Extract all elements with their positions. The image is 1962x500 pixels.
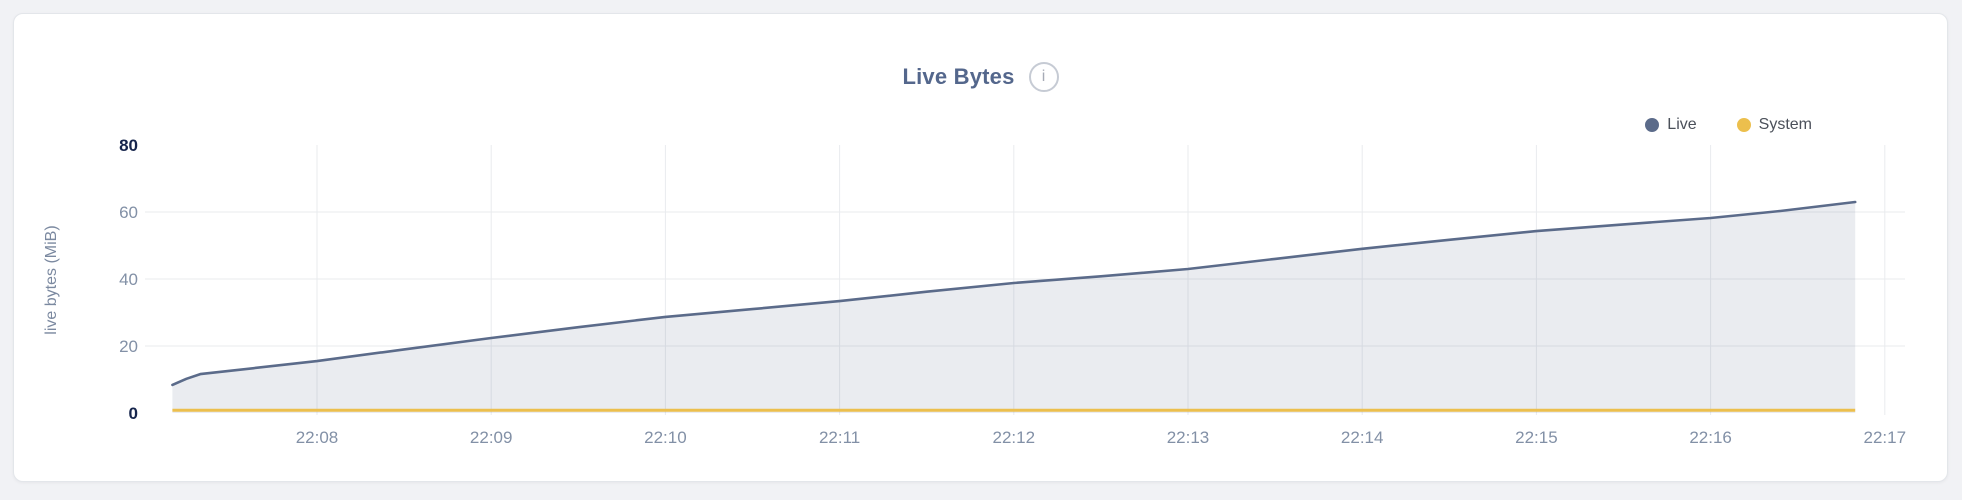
y-tick-label: 40	[119, 270, 138, 289]
live-line	[171, 200, 1857, 387]
legend-label: System	[1758, 116, 1812, 133]
legend-item-live[interactable]: Live	[1645, 116, 1697, 134]
legend-dot	[1645, 118, 1660, 132]
y-tick-label: 60	[119, 203, 138, 222]
info-icon[interactable]: i	[1028, 62, 1059, 92]
y-tick-label: 20	[119, 337, 138, 356]
legend-label: Live	[1667, 116, 1697, 133]
x-tick-label: 22:14	[1341, 428, 1384, 447]
x-tick-label: 22:15	[1515, 428, 1558, 447]
y-tick-label: 80	[119, 136, 138, 155]
chart-title: Live Bytes	[902, 64, 1015, 89]
gridlines	[145, 145, 1905, 415]
chart-card: Live Bytes i Live System	[13, 13, 1948, 482]
legend: Live System	[1645, 116, 1812, 134]
legend-item-system[interactable]: System	[1736, 116, 1812, 134]
chart-header: Live Bytes i	[14, 62, 1947, 92]
y-tick-label: 0	[129, 404, 138, 423]
x-tick-label: 22:16	[1689, 428, 1732, 447]
x-tick-label: 22:13	[1167, 428, 1210, 447]
live-area	[172, 202, 1856, 413]
x-tick-label: 22:10	[644, 428, 687, 447]
x-tick-label: 22:12	[993, 428, 1036, 447]
legend-dot	[1736, 118, 1751, 132]
x-tick-label: 22:17	[1864, 428, 1907, 447]
plot-area[interactable]	[145, 145, 1905, 415]
x-tick-label: 22:11	[819, 428, 860, 447]
x-tick-label: 22:09	[470, 428, 513, 447]
x-tick-label: 22:08	[296, 428, 339, 447]
y-axis-title: live bytes (MiB)	[43, 225, 60, 334]
